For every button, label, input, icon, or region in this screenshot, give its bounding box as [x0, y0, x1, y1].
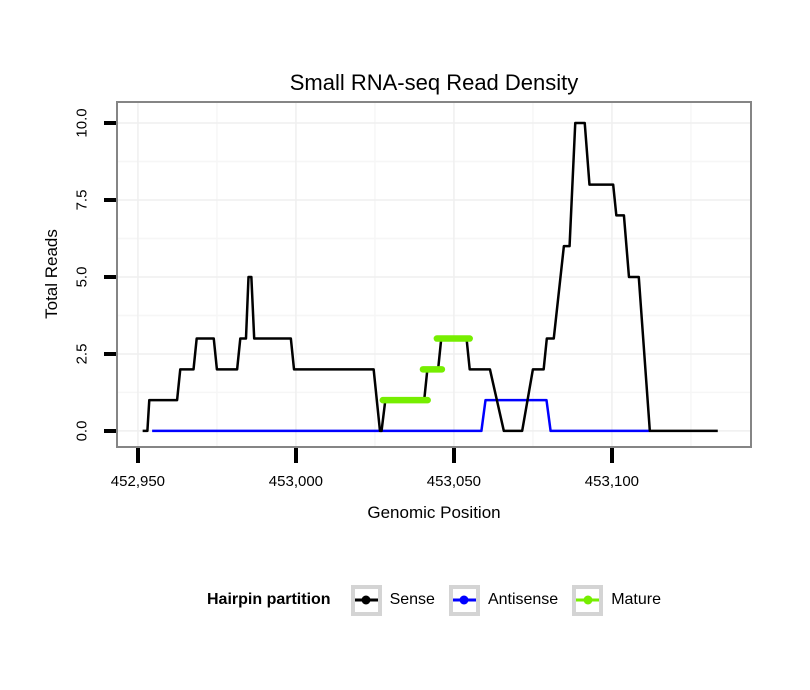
x-tick-label: 452,950	[110, 473, 166, 490]
chart-title: Small RNA-seq Read Density	[289, 70, 579, 95]
y-axis-title: Total Reads	[42, 229, 61, 319]
legend-title: Hairpin partition	[207, 591, 331, 608]
y-tick-mark	[104, 121, 116, 125]
legend-item-antisense: Antisense	[448, 584, 559, 616]
x-tick-label: 453,000	[268, 473, 324, 490]
x-tick-mark	[451, 448, 456, 463]
legend-key-dot	[361, 595, 371, 605]
x-tick-label: 453,100	[584, 473, 640, 490]
legend-key-mature-icon	[572, 584, 604, 616]
legend: Hairpin partition Sense Antisense Mature	[118, 582, 750, 618]
y-tick-label: 5.0	[73, 266, 91, 288]
x-tick-mark	[135, 448, 140, 463]
y-tick-mark	[104, 351, 116, 356]
legend-key-dot	[583, 595, 593, 605]
x-tick-mark	[609, 448, 614, 463]
legend-key-dot	[459, 595, 469, 605]
y-tick-label: 7.5	[73, 189, 91, 211]
legend-item-sense: Sense	[350, 584, 435, 616]
gridlines-minor	[118, 103, 750, 446]
plot-panel	[116, 101, 752, 448]
y-tick-mark	[104, 197, 116, 202]
x-tick-mark	[293, 448, 298, 463]
plot-area	[118, 103, 750, 446]
series-layer	[142, 121, 718, 433]
legend-items: Sense Antisense Mature	[350, 584, 661, 616]
legend-label: Sense	[389, 591, 435, 608]
gridlines-major	[118, 103, 750, 446]
y-tick-label: 0.0	[73, 420, 91, 442]
y-tick-label: 10.0	[73, 108, 91, 138]
x-axis-title: Genomic Position	[367, 503, 501, 522]
y-tick-mark	[104, 428, 116, 433]
antisense-line	[152, 398, 650, 433]
y-tick-label: 2.5	[73, 343, 91, 365]
legend-label: Antisense	[487, 591, 559, 608]
legend-label: Mature	[611, 591, 661, 608]
legend-key-sense-icon	[350, 584, 382, 616]
legend-key-antisense-icon	[448, 584, 480, 616]
x-tick-label: 453,050	[426, 473, 482, 490]
y-tick-mark	[104, 274, 116, 279]
legend-item-mature: Mature	[572, 584, 661, 616]
